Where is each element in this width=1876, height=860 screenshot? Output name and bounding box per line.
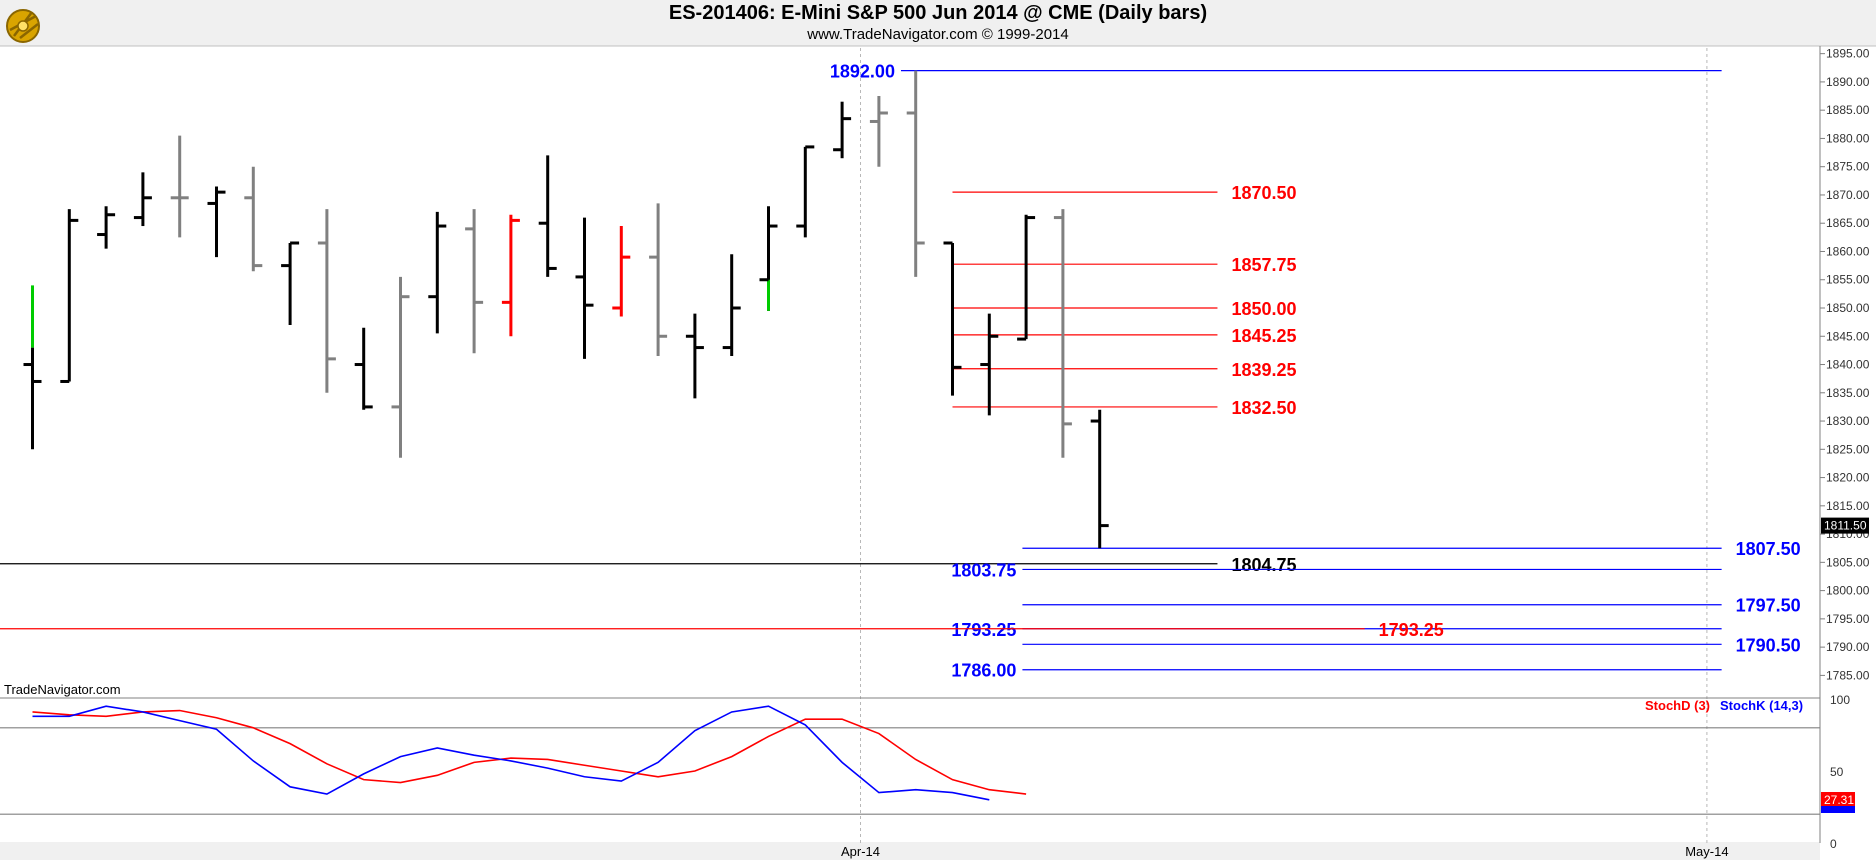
price-tick-label: 1830.00 [1826,414,1870,428]
time-tick-label: Apr-14 [841,844,880,859]
level-label: 1807.50 [1736,539,1801,559]
time-axis-background [0,842,1820,860]
price-tick-label: 1835.00 [1826,386,1870,400]
last-price-label: 1811.50 [1824,519,1867,533]
stochd-value-label: 27.31 [1824,793,1854,807]
stoch-tick-label: 0 [1830,837,1837,851]
price-tick-label: 1800.00 [1826,584,1870,598]
price-tick-label: 1785.00 [1826,668,1870,682]
level-label: 1797.50 [1736,596,1801,616]
time-tick-label: May-14 [1685,844,1728,859]
level-label: 1790.50 [1736,635,1801,655]
price-tick-label: 1880.00 [1826,131,1870,145]
stoch-tick-label: 50 [1830,765,1844,779]
plot-background [0,46,1876,860]
price-tick-label: 1795.00 [1826,612,1870,626]
tradenavigator-logo-icon[interactable] [2,2,44,44]
price-tick-label: 1895.00 [1826,47,1870,61]
legend-stochk: StochK (14,3) [1720,698,1803,713]
level-label: 1832.50 [1231,398,1296,418]
level-label: 1786.00 [951,661,1016,681]
level-label: 1845.25 [1231,326,1296,346]
price-tick-label: 1870.00 [1826,188,1870,202]
stochd-value-marker [1821,792,1855,807]
price-tick-label: 1790.00 [1826,640,1870,654]
header-bar [0,0,1876,46]
watermark-text: TradeNavigator.com [4,682,121,697]
price-tick-label: 1890.00 [1826,75,1870,89]
price-tick-label: 1815.00 [1826,499,1870,513]
price-tick-label: 1865.00 [1826,216,1870,230]
price-tick-label: 1885.00 [1826,103,1870,117]
stoch-series-line [32,705,990,801]
level-label: 1839.25 [1231,360,1296,380]
stoch-tick-label: 100 [1830,693,1850,707]
stochk-value-marker [1821,806,1855,813]
price-tick-label: 1855.00 [1826,273,1870,287]
level-label: 1857.75 [1231,255,1296,275]
price-tick-label: 1845.00 [1826,329,1870,343]
level-label: 1850.00 [1231,299,1296,319]
price-tick-label: 1850.00 [1826,301,1870,315]
price-tick-label: 1820.00 [1826,471,1870,485]
last-price-marker [1821,517,1869,534]
level-label: 1803.75 [951,560,1016,580]
price-tick-label: 1840.00 [1826,358,1870,372]
level-label: 1793.25 [1379,620,1444,640]
price-tick-label: 1825.00 [1826,442,1870,456]
price-tick-label: 1860.00 [1826,244,1870,258]
price-tick-label: 1875.00 [1826,160,1870,174]
price-tick-label: 1805.00 [1826,555,1870,569]
chart-subtitle: www.TradeNavigator.com © 1999-2014 [807,26,1069,43]
level-label: 1793.25 [951,620,1016,640]
level-label: 1892.00 [830,62,895,82]
level-label: 1804.75 [1231,555,1296,575]
chart-title: ES-201406: E-Mini S&P 500 Jun 2014 @ CME… [668,2,1208,24]
stoch-series-line [32,709,1027,795]
legend-stochd: StochD (3) [1645,698,1710,713]
level-label: 1870.50 [1231,183,1296,203]
